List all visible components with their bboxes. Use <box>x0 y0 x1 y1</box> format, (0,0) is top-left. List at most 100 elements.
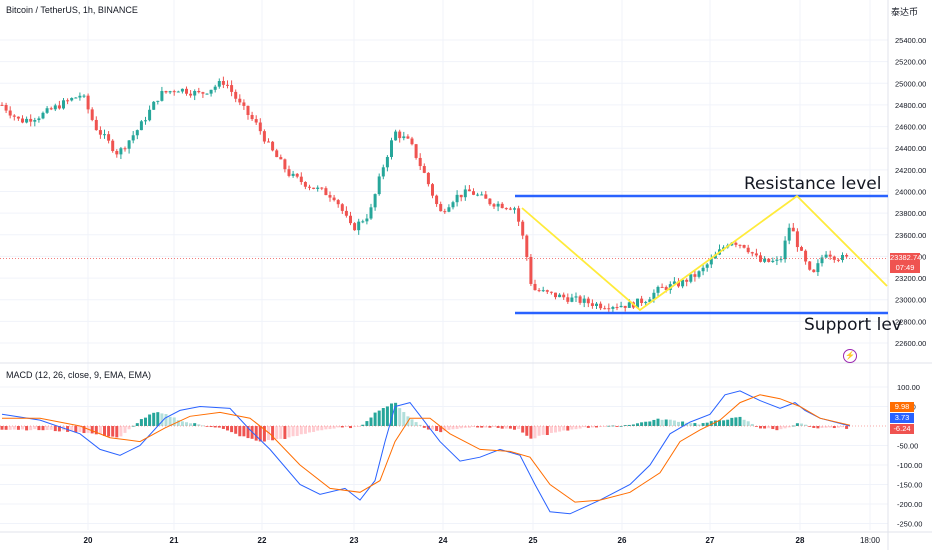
macd-histogram-bar <box>426 426 430 430</box>
macd-histogram-bar <box>332 426 336 429</box>
candle-body <box>562 294 566 298</box>
macd-histogram-bar <box>275 426 279 440</box>
lightning-icon[interactable]: ⚡ <box>843 349 857 363</box>
candle-body <box>295 173 299 177</box>
candle-body <box>185 88 188 94</box>
macd-histogram-bar <box>537 426 541 436</box>
candle-body <box>209 89 213 94</box>
candle-body <box>41 112 45 119</box>
macd-histogram-bar <box>795 423 799 426</box>
macd-histogram-bar <box>513 426 516 430</box>
macd-histogram-bar <box>320 426 324 431</box>
candle-body <box>742 245 746 248</box>
macd-histogram-bar <box>390 403 393 426</box>
macd-histogram-bar <box>607 425 611 427</box>
macd-histogram-bar <box>660 419 664 426</box>
candle-body <box>689 274 693 282</box>
macd-histogram-bar <box>681 421 685 426</box>
time-label: 28 <box>796 536 805 545</box>
macd-histogram-bar <box>254 426 258 441</box>
candle-body <box>619 305 623 308</box>
candle-body <box>504 208 508 210</box>
macd-histogram-bar <box>123 426 127 433</box>
candle-body <box>443 211 447 213</box>
candle-body <box>94 119 98 131</box>
macd-histogram-bar <box>287 426 291 438</box>
candle-body <box>127 140 131 149</box>
macd-histogram-bar <box>439 426 443 433</box>
time-label: 24 <box>439 536 448 545</box>
macd-histogram-bar <box>558 426 562 432</box>
macd-histogram-bar <box>648 421 652 426</box>
candle-body <box>418 157 422 167</box>
candle-body <box>275 150 279 158</box>
candle-body <box>205 93 209 95</box>
candle-body <box>267 141 270 143</box>
candle-body <box>258 122 262 132</box>
macd-histogram-bar <box>217 426 221 428</box>
macd-tick-label: -150.00 <box>897 481 922 490</box>
candle-body <box>238 98 242 103</box>
candle-body <box>234 91 238 99</box>
macd-histogram-bar <box>484 426 488 428</box>
candle-body <box>431 184 434 196</box>
macd-histogram-bar <box>328 426 332 430</box>
macd-histogram-bar <box>763 426 767 429</box>
macd-histogram-bar <box>689 423 693 426</box>
candle-body <box>316 187 320 189</box>
macd-histogram-bar <box>705 422 709 426</box>
macd-histogram-bar <box>644 421 648 426</box>
macd-histogram-bar <box>299 426 303 435</box>
macd-histogram-bar <box>463 426 467 428</box>
macd-histogram-bar <box>517 426 521 430</box>
price-tick-label: 23000.00 <box>895 296 926 305</box>
candle-body <box>250 115 254 120</box>
candle-body <box>201 92 205 94</box>
candle-body <box>123 148 127 150</box>
candle-body <box>12 115 16 117</box>
macd-histogram-bar <box>33 426 37 430</box>
candle-body <box>570 297 574 302</box>
candle-body <box>242 102 246 106</box>
price-tick-label: 23800.00 <box>895 209 926 218</box>
macd-indicator-title[interactable]: MACD (12, 26, close, 9, EMA, EMA) <box>6 370 152 380</box>
macd-histogram-bar <box>808 426 812 427</box>
signal-line-badge: -6.24 <box>890 424 914 434</box>
candle-body <box>541 290 545 292</box>
macd-histogram-bar <box>496 426 500 428</box>
macd-histogram-bar <box>185 422 188 426</box>
macd-histogram-bar <box>336 426 340 428</box>
macd-line-badge: 3.73 <box>890 413 914 423</box>
candle-body <box>271 141 275 151</box>
macd-histogram-bar <box>742 419 746 426</box>
time-label: 27 <box>706 536 715 545</box>
macd-histogram-bar <box>29 426 33 431</box>
candle-body <box>599 303 603 309</box>
zigzag-line <box>521 194 888 312</box>
macd-histogram-bar <box>599 426 603 428</box>
candle-body <box>828 254 832 257</box>
candle-body <box>361 221 365 223</box>
macd-histogram-bar <box>672 420 676 426</box>
candle-body <box>525 235 529 258</box>
macd-histogram-bar <box>201 425 205 427</box>
macd-histogram-bar <box>500 426 504 429</box>
macd-histogram-bar <box>775 426 779 431</box>
candle-body <box>533 283 537 291</box>
symbol-title[interactable]: Bitcoin / TetherUS, 1h, BINANCE <box>6 5 138 15</box>
macd-histogram-bar <box>410 419 414 426</box>
candle-body <box>459 194 463 198</box>
macd-histogram-bar <box>398 408 402 426</box>
candle-body <box>308 186 311 188</box>
macd-histogram-bar <box>4 426 8 430</box>
macd-histogram-bar <box>804 424 808 426</box>
macd-histogram-bar <box>340 426 344 428</box>
macd-histogram-bar <box>209 426 213 428</box>
candle-body <box>57 105 61 109</box>
macd-histogram-bar <box>590 426 594 428</box>
macd-histogram-bar <box>357 426 361 427</box>
macd-histogram-bar <box>49 426 53 430</box>
macd-histogram-bar <box>324 426 328 430</box>
macd-histogram-bar <box>521 426 525 433</box>
